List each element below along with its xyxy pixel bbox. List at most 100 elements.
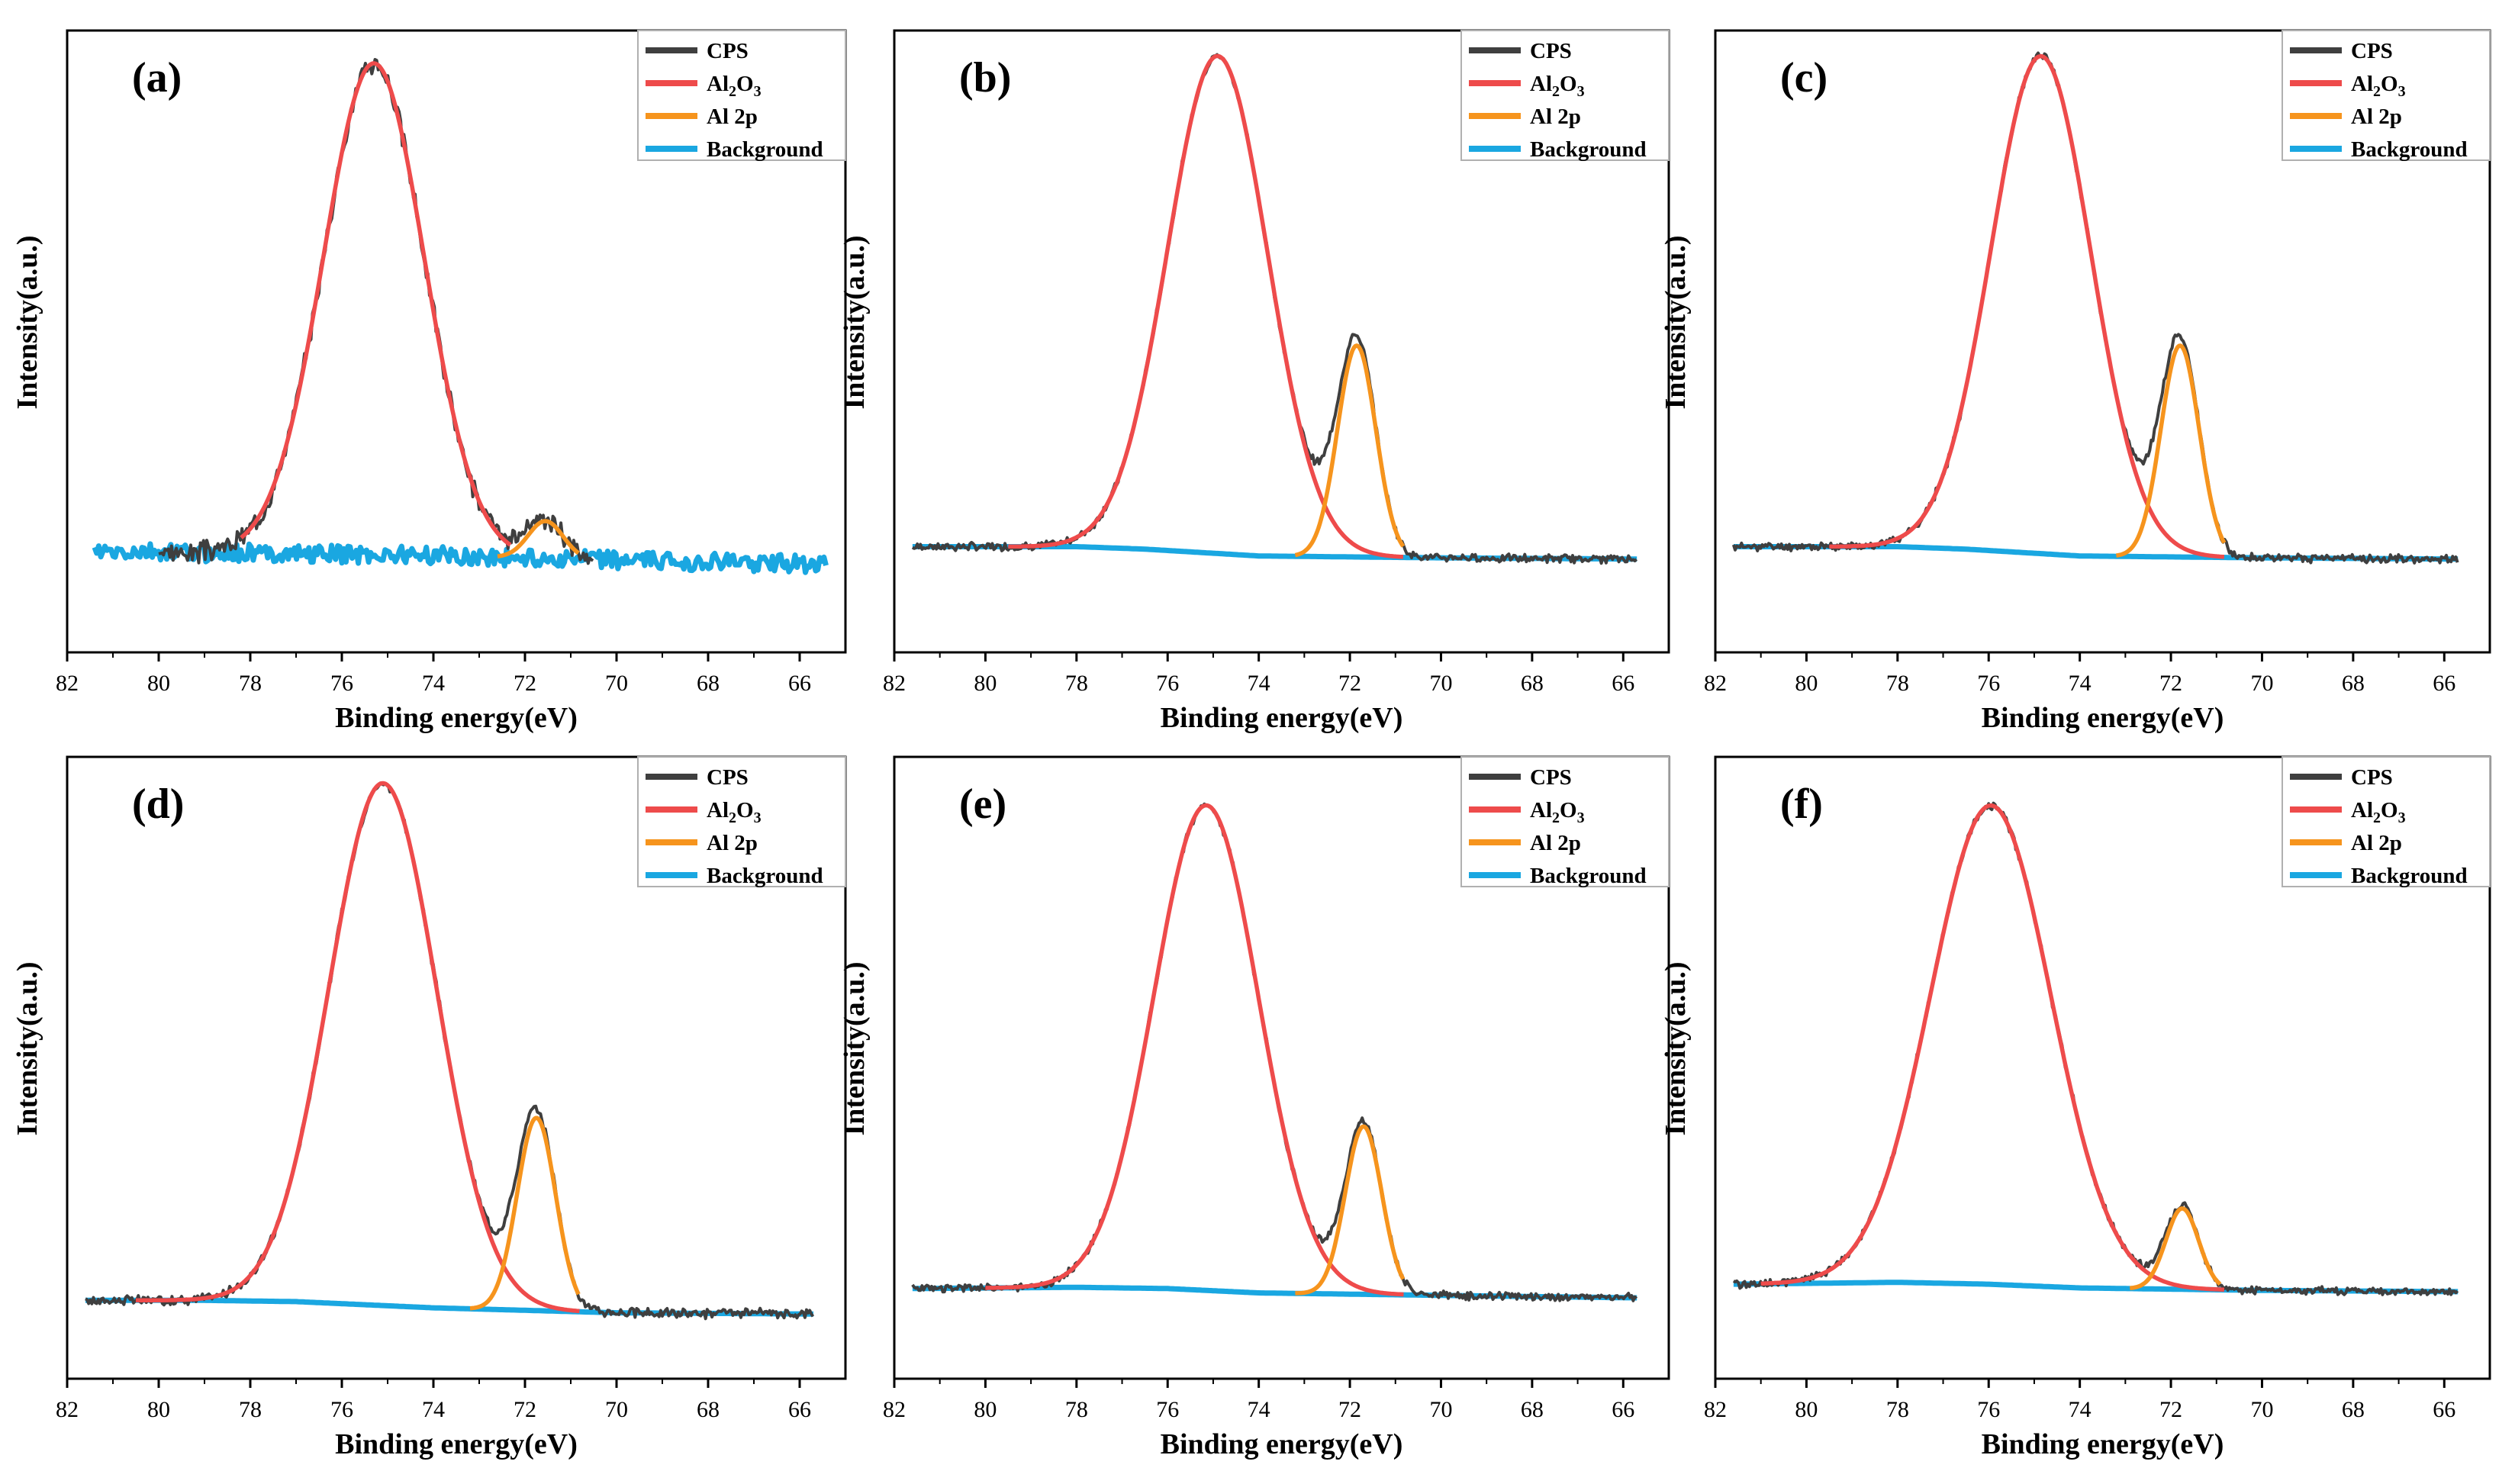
panel-label: (a) (132, 54, 182, 101)
plot-area (85, 781, 815, 1321)
x-tick-label: 72 (2159, 671, 2182, 696)
x-axis-label: Binding energy(eV) (335, 702, 578, 734)
x-tick-label: 68 (1521, 671, 1544, 696)
x-tick-label: 76 (1156, 1397, 1179, 1422)
x-tick-label: 72 (514, 1397, 536, 1422)
legend: CPS Al2O3 Al 2p Background (2282, 756, 2491, 888)
legend-label-al2p: Al 2p (707, 105, 758, 129)
legend-label-al2o3: Al2O3 (2351, 72, 2406, 100)
series-al2o3-fit (1760, 803, 2225, 1292)
legend-label-background: Background (2351, 864, 2468, 888)
plot-area (1731, 51, 2459, 565)
plot-area (911, 802, 1638, 1302)
x-tick-label: 80 (974, 671, 997, 696)
x-axis-label: Binding energy(eV) (335, 1428, 578, 1460)
y-axis-label: Intensity(a.u.) (1660, 235, 1692, 409)
x-tick-label: 80 (974, 1397, 997, 1422)
x-tick-label: 80 (1795, 671, 1818, 696)
x-tick-label: 70 (1429, 1397, 1452, 1422)
panel-f: 82 80 78 76 74 72 70 68 66 Binding energy(eV) Inte… (1660, 755, 2491, 1460)
legend-label-al2p: Al 2p (1530, 831, 1581, 855)
x-tick-label: 82 (883, 1397, 906, 1422)
x-axis-label: Binding energy(eV) (1161, 702, 1403, 734)
x-tick-label: 74 (2069, 671, 2092, 696)
series-background (92, 541, 829, 575)
legend-label-al2o3: Al2O3 (1530, 798, 1585, 826)
x-tick-label: 68 (697, 1397, 720, 1422)
series-al2p-fit (469, 1115, 581, 1311)
x-tick-label: 78 (1065, 671, 1088, 696)
panel-d: 82 80 78 76 74 72 70 68 66 Binding energy(eV) Inte… (11, 755, 847, 1460)
legend-label-background: Background (2351, 137, 2468, 162)
panel-b: 82 80 78 76 74 72 70 68 66 Binding energy(eV) Inte… (839, 29, 1670, 734)
y-axis-label: Intensity(a.u.) (839, 235, 871, 409)
x-tick-label: 82 (883, 671, 906, 696)
legend-label-background: Background (1530, 864, 1647, 888)
legend-label-al2o3: Al2O3 (707, 72, 762, 100)
legend-label-background: Background (707, 864, 823, 888)
legend-label-background: Background (1530, 137, 1647, 162)
x-tick-label: 66 (2433, 1397, 2455, 1422)
legend-label-cps: CPS (2351, 765, 2393, 790)
legend-label-cps: CPS (707, 39, 749, 63)
plot-frame (1714, 755, 2491, 1380)
x-tick-label: 82 (56, 671, 79, 696)
plot-frame (893, 29, 1670, 654)
x-tick-label: 72 (514, 671, 536, 696)
x-tick-label: 74 (1248, 1397, 1270, 1422)
x-tick-label: 78 (1886, 671, 1909, 696)
series-al2p-fit (1294, 343, 1406, 558)
x-axis-label: Binding energy(eV) (1982, 1428, 2224, 1460)
plot-area (1732, 801, 2459, 1296)
x-tick-label: 82 (1704, 1397, 1727, 1422)
panel-label: (b) (959, 54, 1011, 101)
x-tick-label: 78 (239, 1397, 262, 1422)
legend-label-background: Background (707, 137, 823, 162)
x-tick-label: 68 (2342, 671, 2365, 696)
x-tick-label: 76 (1977, 671, 2000, 696)
legend-label-al2o3: Al2O3 (1530, 72, 1585, 100)
x-tick-label: 74 (422, 671, 445, 696)
panel-label: (e) (959, 781, 1006, 828)
x-tick-label: 70 (1429, 671, 1452, 696)
legend-label-al2p: Al 2p (2351, 831, 2402, 855)
plot-frame (893, 755, 1670, 1380)
series-al2o3-fit (984, 803, 1405, 1297)
x-tick-label: 66 (788, 1397, 811, 1422)
panel-a: 82 80 78 76 74 72 70 68 66 Binding energy(eV) Inte… (11, 29, 847, 734)
x-tick-label: 72 (1338, 671, 1361, 696)
legend-label-al2p: Al 2p (1530, 105, 1581, 129)
x-tick-label: 68 (697, 671, 720, 696)
y-axis-label: Intensity(a.u.) (11, 961, 43, 1135)
x-tick-label: 70 (605, 1397, 628, 1422)
x-tick-label: 82 (1704, 671, 1727, 696)
series-cps (158, 58, 594, 565)
plot-frame (66, 29, 847, 654)
legend-label-cps: CPS (1530, 765, 1572, 790)
plot-area (911, 53, 1637, 565)
series-al2p-fit (1294, 1124, 1406, 1296)
panel-label: (d) (132, 781, 184, 828)
series-al2p-fit (2129, 1206, 2222, 1291)
x-tick-label: 66 (1612, 1397, 1634, 1422)
x-tick-label: 82 (56, 1397, 79, 1422)
x-tick-label: 68 (1521, 1397, 1544, 1422)
legend-label-al2o3: Al2O3 (2351, 798, 2406, 826)
x-tick-label: 72 (1338, 1397, 1361, 1422)
legend: CPS Al2O3 Al 2p Background (1460, 30, 1670, 162)
x-tick-label: 74 (1248, 671, 1270, 696)
panel-label: (c) (1780, 54, 1827, 101)
legend-label-cps: CPS (2351, 39, 2393, 63)
legend-label-al2p: Al 2p (2351, 105, 2402, 129)
x-tick-label: 70 (2250, 671, 2273, 696)
x-tick-label: 78 (1065, 1397, 1088, 1422)
x-tick-label: 76 (1156, 671, 1179, 696)
x-tick-label: 68 (2342, 1397, 2365, 1422)
x-tick-label: 76 (330, 671, 353, 696)
legend-label-al2p: Al 2p (707, 831, 758, 855)
series-al2p-fit (497, 519, 580, 559)
panel-c: 82 80 78 76 74 72 70 68 66 Binding energy(eV) Inte… (1660, 29, 2491, 734)
series-al2o3-fit (1828, 53, 2225, 559)
x-tick-label: 80 (1795, 1397, 1818, 1422)
legend: CPS Al2O3 Al 2p Background (1460, 756, 1670, 888)
